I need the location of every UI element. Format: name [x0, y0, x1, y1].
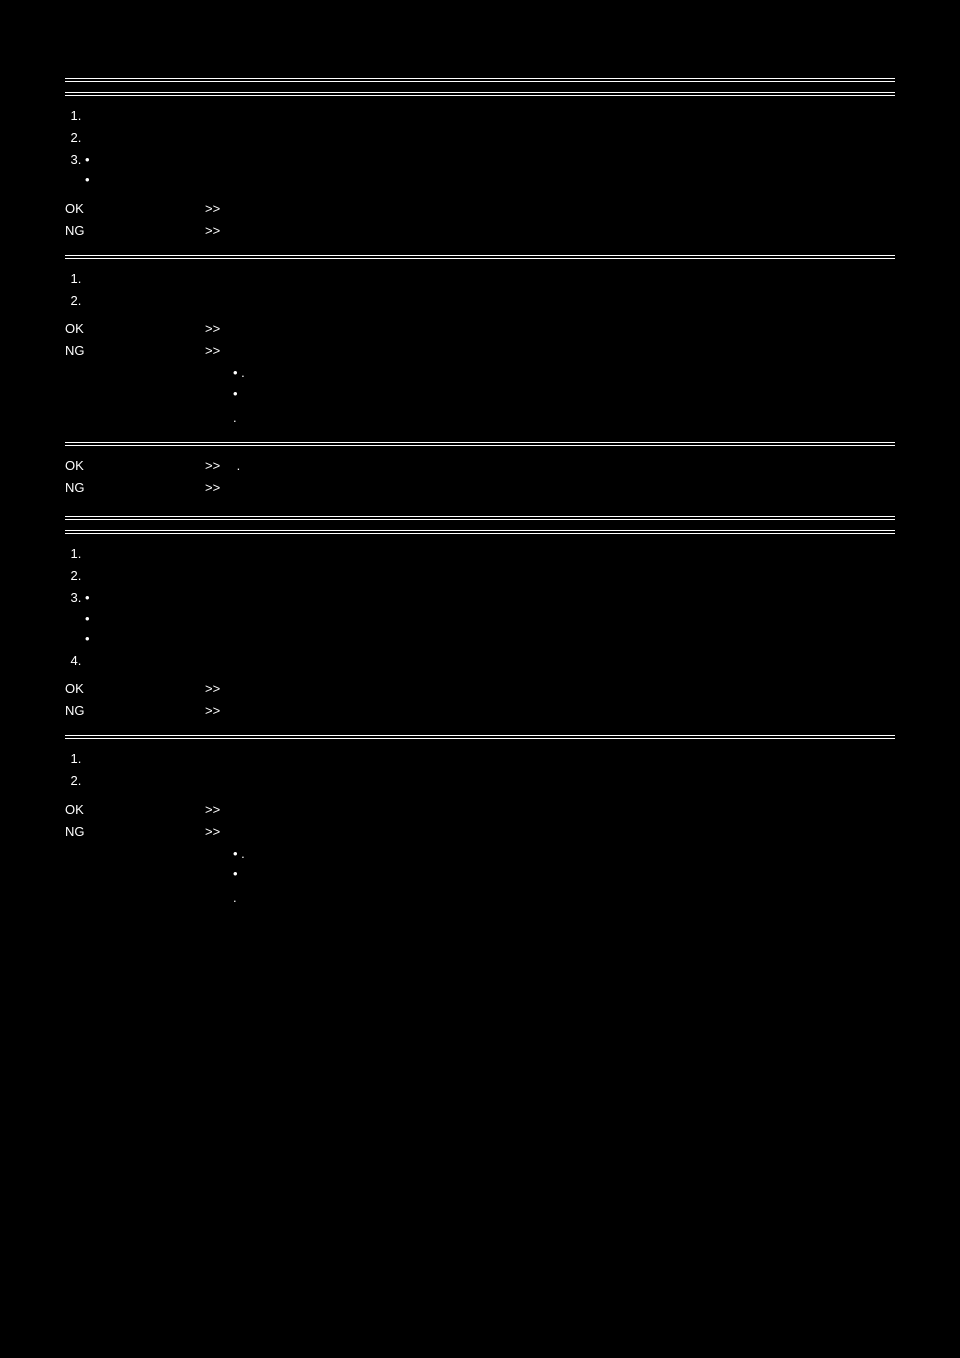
section-divider: [65, 78, 895, 82]
section-divider: [65, 516, 895, 520]
tcm-step2-ng: NG>>: [65, 341, 895, 361]
bcm-step2-ng-bullets: • . •: [233, 844, 895, 884]
tcm-step1-ok: OK>>: [65, 199, 895, 219]
bcm-step2-ok: OK>>: [65, 800, 895, 820]
step-divider: [65, 735, 895, 739]
step-divider: [65, 255, 895, 259]
step-divider: [65, 530, 895, 534]
bcm-step2-final: .: [233, 888, 895, 908]
tcm-step1-list: • •: [65, 106, 895, 191]
tcm-step2-ok: OK>>: [65, 319, 895, 339]
tcm-step2-final: .: [233, 408, 895, 428]
tcm-step3-ng: NG>>: [65, 478, 895, 498]
bcm-step1-ok: OK>>: [65, 679, 895, 699]
bcm-step2-ng: NG>>: [65, 822, 895, 842]
tcm-step2-ng-bullets: • . •: [233, 363, 895, 403]
tcm-step1-ng: NG>>: [65, 221, 895, 241]
bcm-step1-list: • • •: [65, 544, 895, 671]
step-divider: [65, 92, 895, 96]
tcm-step2-list: [65, 269, 895, 311]
tcm-step3-ok: OK>> .: [65, 456, 895, 476]
bcm-step2-list: [65, 749, 895, 791]
bcm-step1-ng: NG>>: [65, 701, 895, 721]
step-divider: [65, 442, 895, 446]
